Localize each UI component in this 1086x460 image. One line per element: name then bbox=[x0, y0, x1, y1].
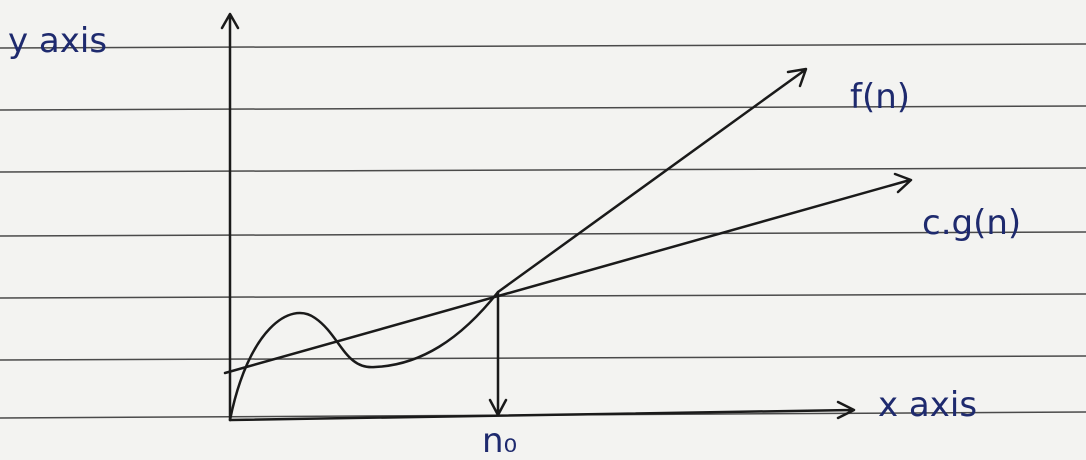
y-axis-label: y axis bbox=[8, 21, 107, 61]
diagram: y axis x axis f(n) c.g(n) n₀ bbox=[0, 0, 1086, 460]
x-axis-label: x axis bbox=[878, 385, 977, 425]
curve-label: f(n) bbox=[850, 77, 910, 117]
n0-label: n₀ bbox=[482, 421, 517, 460]
curve-label: c.g(n) bbox=[922, 203, 1021, 243]
